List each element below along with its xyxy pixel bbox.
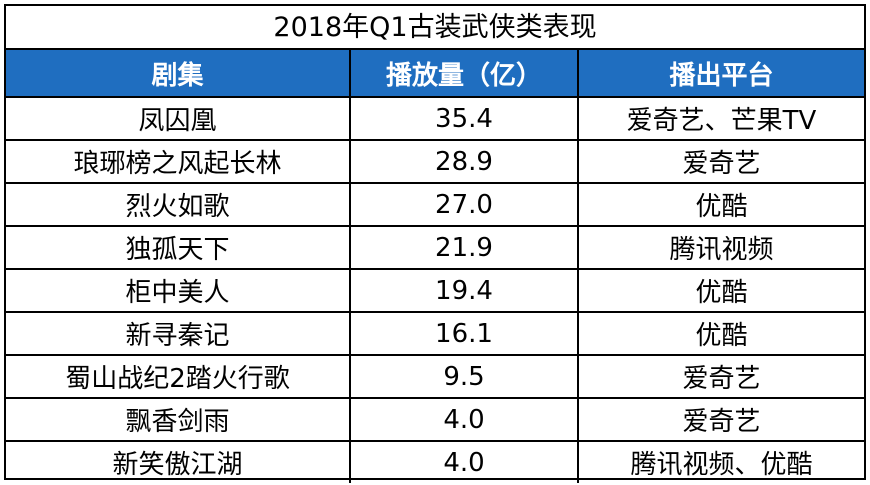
cell-views: 4.0 bbox=[350, 441, 579, 483]
table-row: 蜀山战纪2踏火行歌 9.5 爱奇艺 bbox=[6, 355, 864, 399]
cell-series: 蜀山战纪2踏火行歌 bbox=[6, 355, 351, 399]
cell-views: 16.1 bbox=[350, 312, 579, 356]
cell-platform: 爱奇艺、芒果TV bbox=[578, 97, 864, 141]
cell-platform: 腾讯视频 bbox=[578, 226, 864, 270]
cell-platform: 腾讯视频、优酷 bbox=[630, 450, 813, 480]
cell-platform: 优酷 bbox=[578, 312, 864, 356]
cell-platform: 优酷 bbox=[578, 183, 864, 227]
cell-series: 飘香剑雨 bbox=[6, 398, 351, 442]
table-row: 新笑傲江湖 4.0 腾讯视频、优酷 bbox=[6, 441, 864, 483]
cell-views: 9.5 bbox=[350, 355, 579, 399]
cell-series: 独孤天下 bbox=[6, 226, 351, 270]
cell-views: 4.0 bbox=[350, 398, 579, 442]
cell-views: 27.0 bbox=[350, 183, 579, 227]
cell-series: 新寻秦记 bbox=[6, 312, 351, 356]
cell-platform: 爱奇艺 bbox=[578, 355, 864, 399]
cell-series: 新笑傲江湖 bbox=[6, 441, 351, 483]
table-row: 烈火如歌 27.0 优酷 bbox=[6, 183, 864, 227]
column-header-series: 剧集 bbox=[6, 50, 351, 98]
table-row: 独孤天下 21.9 腾讯视频 bbox=[6, 226, 864, 270]
data-table: 剧集 播放量（亿） 播出平台 凤囚凰 35.4 爱奇艺、芒果TV 琅琊榜之风起长… bbox=[6, 50, 864, 483]
cell-platform: 爱奇艺 bbox=[578, 398, 864, 442]
table-row: 琅琊榜之风起长林 28.9 爱奇艺 bbox=[6, 140, 864, 184]
table-row: 新寻秦记 16.1 优酷 bbox=[6, 312, 864, 356]
cell-platform: 爱奇艺 bbox=[578, 140, 864, 184]
cell-platform: 优酷 bbox=[578, 269, 864, 313]
cell-series: 琅琊榜之风起长林 bbox=[6, 140, 351, 184]
table-frame: 2018年Q1古装武侠类表现 剧集 播放量（亿） 播出平台 凤囚凰 35.4 爱… bbox=[4, 4, 866, 483]
cell-views: 19.4 bbox=[350, 269, 579, 313]
cell-views: 21.9 bbox=[350, 226, 579, 270]
column-header-platform: 播出平台 bbox=[578, 50, 864, 98]
cell-series: 烈火如歌 bbox=[6, 183, 351, 227]
table-row: 飘香剑雨 4.0 爱奇艺 bbox=[6, 398, 864, 442]
cell-series: 柜中美人 bbox=[6, 269, 351, 313]
cell-views: 35.4 bbox=[350, 97, 579, 141]
cell-series: 凤囚凰 bbox=[6, 97, 351, 141]
header-row: 剧集 播放量（亿） 播出平台 bbox=[6, 50, 864, 98]
table-row: 凤囚凰 35.4 爱奇艺、芒果TV bbox=[6, 97, 864, 141]
table-title: 2018年Q1古装武侠类表现 bbox=[6, 6, 864, 50]
cell-views: 28.9 bbox=[350, 140, 579, 184]
table-row: 柜中美人 19.4 优酷 bbox=[6, 269, 864, 313]
column-header-views: 播放量（亿） bbox=[350, 50, 579, 98]
